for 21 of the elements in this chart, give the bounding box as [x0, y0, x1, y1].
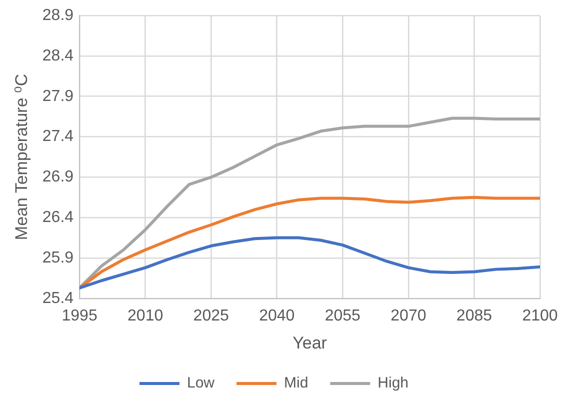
y-tick-label: 27.4	[42, 128, 74, 146]
legend-label: High	[378, 374, 409, 392]
x-tick-label: 2100	[522, 307, 558, 324]
x-tick-label: 1995	[62, 307, 98, 324]
x-tick-label: 2070	[390, 307, 426, 324]
y-tick-label: 25.9	[42, 249, 74, 266]
x-axis-title: Year	[292, 333, 328, 352]
y-tick-label: 27.9	[42, 88, 74, 105]
legend-label: Mid	[284, 374, 308, 392]
legend-label: Low	[186, 374, 215, 392]
x-tick-label: 2025	[193, 307, 229, 324]
y-tick-label: 26.9	[42, 168, 74, 186]
y-axis-title: Mean Temperature ⁰C	[12, 74, 31, 240]
x-tick-label: 2010	[128, 307, 164, 324]
y-tick-label: 25.4	[42, 290, 74, 307]
x-tick-label: 2040	[259, 307, 295, 324]
y-tick-label: 26.4	[42, 209, 74, 226]
y-tick-label: 28.9	[42, 7, 74, 24]
x-tick-label: 2085	[456, 307, 492, 324]
x-tick-label: 2055	[324, 307, 361, 324]
y-tick-label: 28.4	[42, 47, 74, 64]
